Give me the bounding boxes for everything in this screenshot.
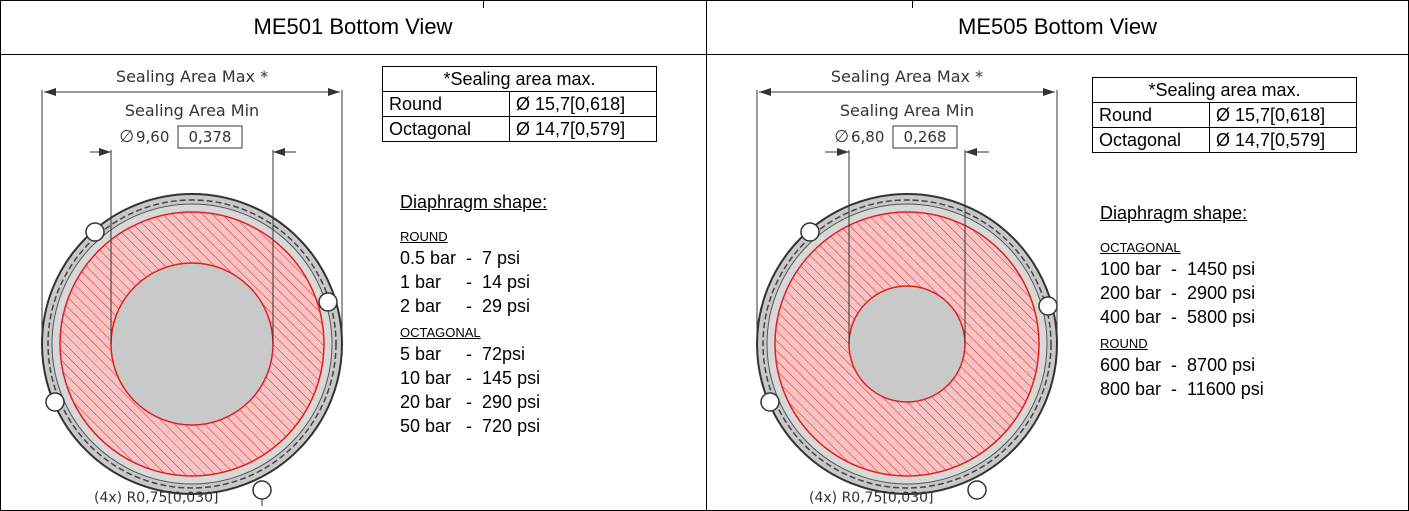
pressure-row: 10 bar - 145 psi [400,368,541,388]
sealing-area-table-me505: *Sealing area max. Round Ø 15,7[0,618] O… [1092,77,1357,153]
sealing-min-label: Sealing Area Min [840,101,974,120]
notch [760,392,780,412]
notch [1038,296,1058,316]
diameter-symbol: ∅ [834,127,849,147]
notch [45,392,65,412]
sealing-max-label: Sealing Area Max * [116,67,268,86]
pressure-row: 1 bar - 14 psi [400,272,531,292]
notch [967,480,987,500]
diaphragm-block-me505: Diaphragm shape: OCTAGONAL 100 bar - 145… [1100,201,1264,401]
table-border-top [0,0,1409,1]
sealing-table-header: *Sealing area max. [382,66,657,92]
pressure-row: 100 bar - 1450 psi [1100,259,1256,279]
group-label-octagonal: OCTAGONAL [400,325,481,340]
pressure-row: 400 bar - 5800 psi [1100,307,1256,327]
notch [318,292,338,312]
table-cell-shape: Round [1092,102,1210,128]
sealing-max-label: Sealing Area Max * [831,67,983,86]
me505-bottom-view-drawing: Sealing Area Max * Sealing Area Min ∅ 6,… [756,67,1058,506]
diaphragm-block-me501: Diaphragm shape: ROUND 0.5 bar - 7 psi 1… [400,190,547,438]
me501-bottom-view-drawing: Sealing Area Max * Sealing Area Min ∅ 9,… [41,67,343,506]
notch [800,222,820,242]
table-border-left [0,0,1,511]
notch [252,480,272,500]
group-label-round: ROUND [1100,336,1148,351]
group-label-octagonal: OCTAGONAL [1100,240,1181,255]
diameter-value: 9,60 [136,128,169,146]
diaphragm-heading: Diaphragm shape: [400,192,548,212]
diameter-symbol: ∅ [119,127,134,147]
inner-disc [110,262,274,426]
panel-title-me505: ME505 Bottom View [958,14,1157,39]
table-cell-value: Ø 15,7[0,618] [509,91,657,117]
notch [85,222,105,242]
pressure-row: 50 bar - 720 psi [400,416,541,436]
table-cell-shape: Round [382,91,510,117]
table-cell-value: Ø 14,7[0,579] [509,116,657,142]
table-cell-value: Ø 14,7[0,579] [1209,127,1357,153]
sealing-table-header: *Sealing area max. [1092,77,1357,103]
diameter-value: 6,80 [851,128,884,146]
pressure-row: 20 bar - 290 psi [400,392,541,412]
sealing-min-label: Sealing Area Min [125,101,259,120]
panel-title-me501: ME501 Bottom View [253,14,453,39]
table-cell-shape: Octagonal [382,116,510,142]
table-cell-value: Ø 15,7[0,618] [1209,102,1357,128]
pressure-row: 800 bar - 11600 psi [1100,379,1264,399]
pressure-row: 600 bar - 8700 psi [1100,355,1256,375]
diaphragm-heading: Diaphragm shape: [1100,203,1248,223]
inner-disc [848,285,966,403]
top-cell-divider-right [912,0,913,8]
pressure-row: 200 bar - 2900 psi [1100,283,1256,303]
sealing-area-table-me501: *Sealing area max. Round Ø 15,7[0,618] O… [382,66,657,142]
table-cell-shape: Octagonal [1092,127,1210,153]
radius-note: (4x) R0,75[0,030] [809,490,933,506]
header-divider [0,54,1409,55]
pressure-row: 5 bar - 72psi [400,344,526,364]
group-label-round: ROUND [400,229,448,244]
pressure-row: 2 bar - 29 psi [400,296,531,316]
radius-note: (4x) R0,75[0,030] [94,490,218,506]
top-cell-divider-left [483,0,484,8]
diameter-value-in: 0,378 [189,128,232,146]
diameter-value-in: 0,268 [904,128,947,146]
column-divider [706,0,707,511]
pressure-row: 0.5 bar - 7 psi [400,248,521,268]
